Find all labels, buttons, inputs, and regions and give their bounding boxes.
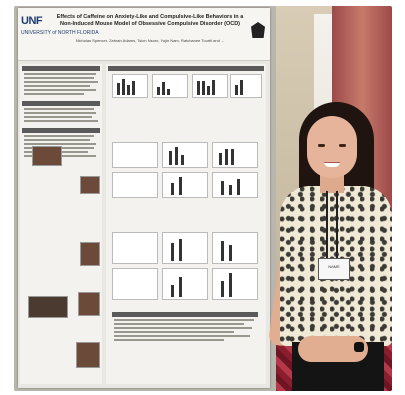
results-chart bbox=[112, 232, 158, 264]
person-eye bbox=[318, 144, 325, 147]
results-chart bbox=[112, 172, 158, 198]
lanyard bbox=[336, 191, 338, 263]
results-chart bbox=[230, 74, 262, 98]
results-chart bbox=[162, 172, 208, 198]
person-face bbox=[307, 116, 357, 178]
name-badge: NAME bbox=[318, 258, 350, 280]
results-chart bbox=[212, 172, 258, 198]
section-header bbox=[22, 66, 100, 71]
university-name: UNIVERSITY of NORTH FLORIDA bbox=[21, 30, 99, 36]
results-chart bbox=[212, 142, 258, 168]
person-smile bbox=[324, 162, 340, 167]
poster-photo bbox=[80, 176, 100, 194]
section-header bbox=[108, 66, 264, 71]
section-header bbox=[22, 101, 100, 106]
poster-header: UNF UNIVERSITY of NORTH FLORIDA Effects … bbox=[18, 8, 270, 61]
results-chart bbox=[162, 232, 208, 264]
photo: UNF UNIVERSITY of NORTH FLORIDA Effects … bbox=[14, 6, 392, 391]
results-chart bbox=[162, 268, 208, 300]
person-eye bbox=[339, 144, 346, 147]
poster-authors: Nicholas Spencer, Zahrah Adams, Tsion Ns… bbox=[75, 38, 225, 43]
results-chart bbox=[112, 268, 158, 300]
research-poster: UNF UNIVERSITY of NORTH FLORIDA Effects … bbox=[18, 8, 270, 388]
university-logo: UNF bbox=[21, 15, 43, 27]
poster-board: UNF UNIVERSITY of NORTH FLORIDA Effects … bbox=[14, 6, 276, 391]
lanyard bbox=[326, 191, 328, 263]
section-header bbox=[22, 128, 100, 133]
results-chart bbox=[212, 268, 258, 300]
poster-photo bbox=[80, 242, 100, 266]
poster-photo bbox=[28, 296, 68, 318]
results-chart bbox=[152, 74, 188, 98]
poster-column-results bbox=[106, 64, 266, 384]
results-chart bbox=[112, 74, 148, 98]
poster-photo bbox=[76, 342, 100, 368]
seal-icon bbox=[251, 22, 265, 38]
results-chart bbox=[162, 142, 208, 168]
badge-text: NAME bbox=[328, 264, 340, 269]
poster-photo bbox=[32, 146, 62, 166]
wristwatch bbox=[354, 342, 364, 352]
poster-title: Effects of Caffeine on Anxiety-Like and … bbox=[56, 14, 244, 27]
section-header bbox=[112, 312, 258, 317]
results-chart bbox=[192, 74, 228, 98]
results-chart bbox=[212, 232, 258, 264]
poster-column-left bbox=[20, 64, 102, 384]
results-chart bbox=[112, 142, 158, 168]
poster-photo bbox=[78, 292, 100, 316]
